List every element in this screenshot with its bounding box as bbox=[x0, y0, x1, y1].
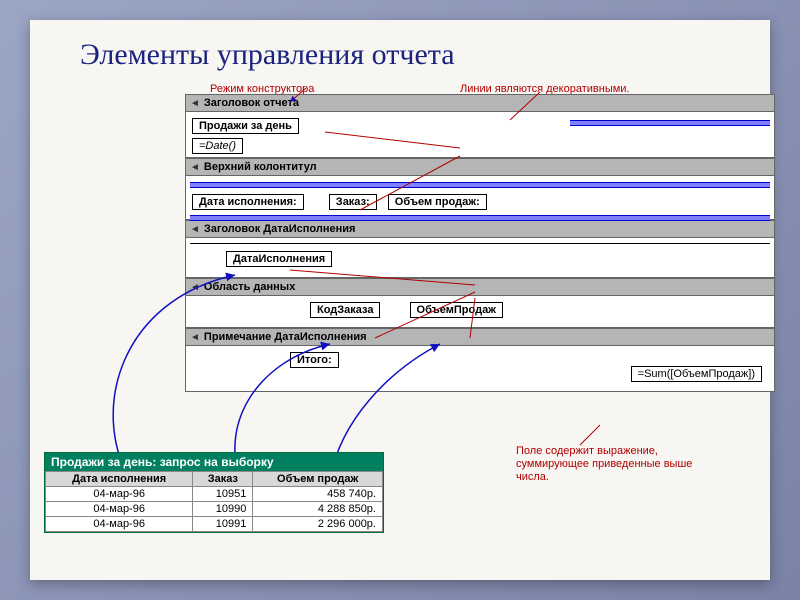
table-row[interactable]: 04-мар-96 10951 458 740р. bbox=[46, 487, 383, 502]
field-sum-expr[interactable]: =Sum([ОбъемПродаж]) bbox=[631, 366, 762, 382]
decorative-line bbox=[190, 243, 770, 244]
decorative-line bbox=[190, 182, 770, 188]
field-date-fn[interactable]: =Date() bbox=[192, 138, 243, 154]
section-label: Заголовок ДатаИсполнения bbox=[204, 223, 356, 235]
section-label: Область данных bbox=[204, 281, 295, 293]
toggle-icon[interactable]: ◄ bbox=[190, 332, 200, 343]
table-row[interactable]: 04-мар-96 10991 2 296 000р. bbox=[46, 517, 383, 532]
section-label: Верхний колонтитул bbox=[204, 161, 317, 173]
field-day-sales[interactable]: Продажи за день bbox=[192, 118, 299, 134]
query-window-title[interactable]: Продажи за день: запрос на выборку bbox=[45, 453, 383, 471]
slide-title: Элементы управления отчета bbox=[80, 38, 455, 72]
query-window[interactable]: Продажи за день: запрос на выборку Дата … bbox=[44, 452, 384, 533]
field-order-code[interactable]: КодЗаказа bbox=[310, 302, 380, 318]
label-order[interactable]: Заказ: bbox=[329, 194, 377, 210]
toggle-icon[interactable]: ◄ bbox=[190, 224, 200, 235]
label-total[interactable]: Итого: bbox=[290, 352, 339, 368]
query-table: Дата исполнения Заказ Объем продаж 04-ма… bbox=[45, 471, 383, 532]
field-sales-volume[interactable]: ОбъемПродаж bbox=[410, 302, 503, 318]
section-group-header[interactable]: ◄ Заголовок ДатаИсполнения bbox=[185, 220, 775, 238]
label-volume[interactable]: Объем продаж: bbox=[388, 194, 487, 210]
section-label: Заголовок отчета bbox=[204, 97, 299, 109]
label-exec-date[interactable]: Дата исполнения: bbox=[192, 194, 304, 210]
section-group-footer[interactable]: ◄ Примечание ДатаИсполнения bbox=[185, 328, 775, 346]
section-label: Примечание ДатаИсполнения bbox=[204, 331, 367, 343]
toggle-icon[interactable]: ◄ bbox=[190, 162, 200, 173]
toggle-icon[interactable]: ◄ bbox=[190, 98, 200, 109]
field-exec-date[interactable]: ДатаИсполнения bbox=[226, 251, 332, 267]
col-volume[interactable]: Объем продаж bbox=[253, 472, 383, 487]
section-detail[interactable]: ◄ Область данных bbox=[185, 278, 775, 296]
table-row[interactable]: 04-мар-96 10990 4 288 850р. bbox=[46, 502, 383, 517]
col-exec-date[interactable]: Дата исполнения bbox=[46, 472, 193, 487]
decorative-line bbox=[190, 215, 770, 221]
section-report-header[interactable]: ◄ Заголовок отчета bbox=[185, 94, 775, 112]
col-order[interactable]: Заказ bbox=[193, 472, 253, 487]
toggle-icon[interactable]: ◄ bbox=[190, 282, 200, 293]
decorative-line bbox=[570, 120, 770, 126]
section-page-header[interactable]: ◄ Верхний колонтитул bbox=[185, 158, 775, 176]
